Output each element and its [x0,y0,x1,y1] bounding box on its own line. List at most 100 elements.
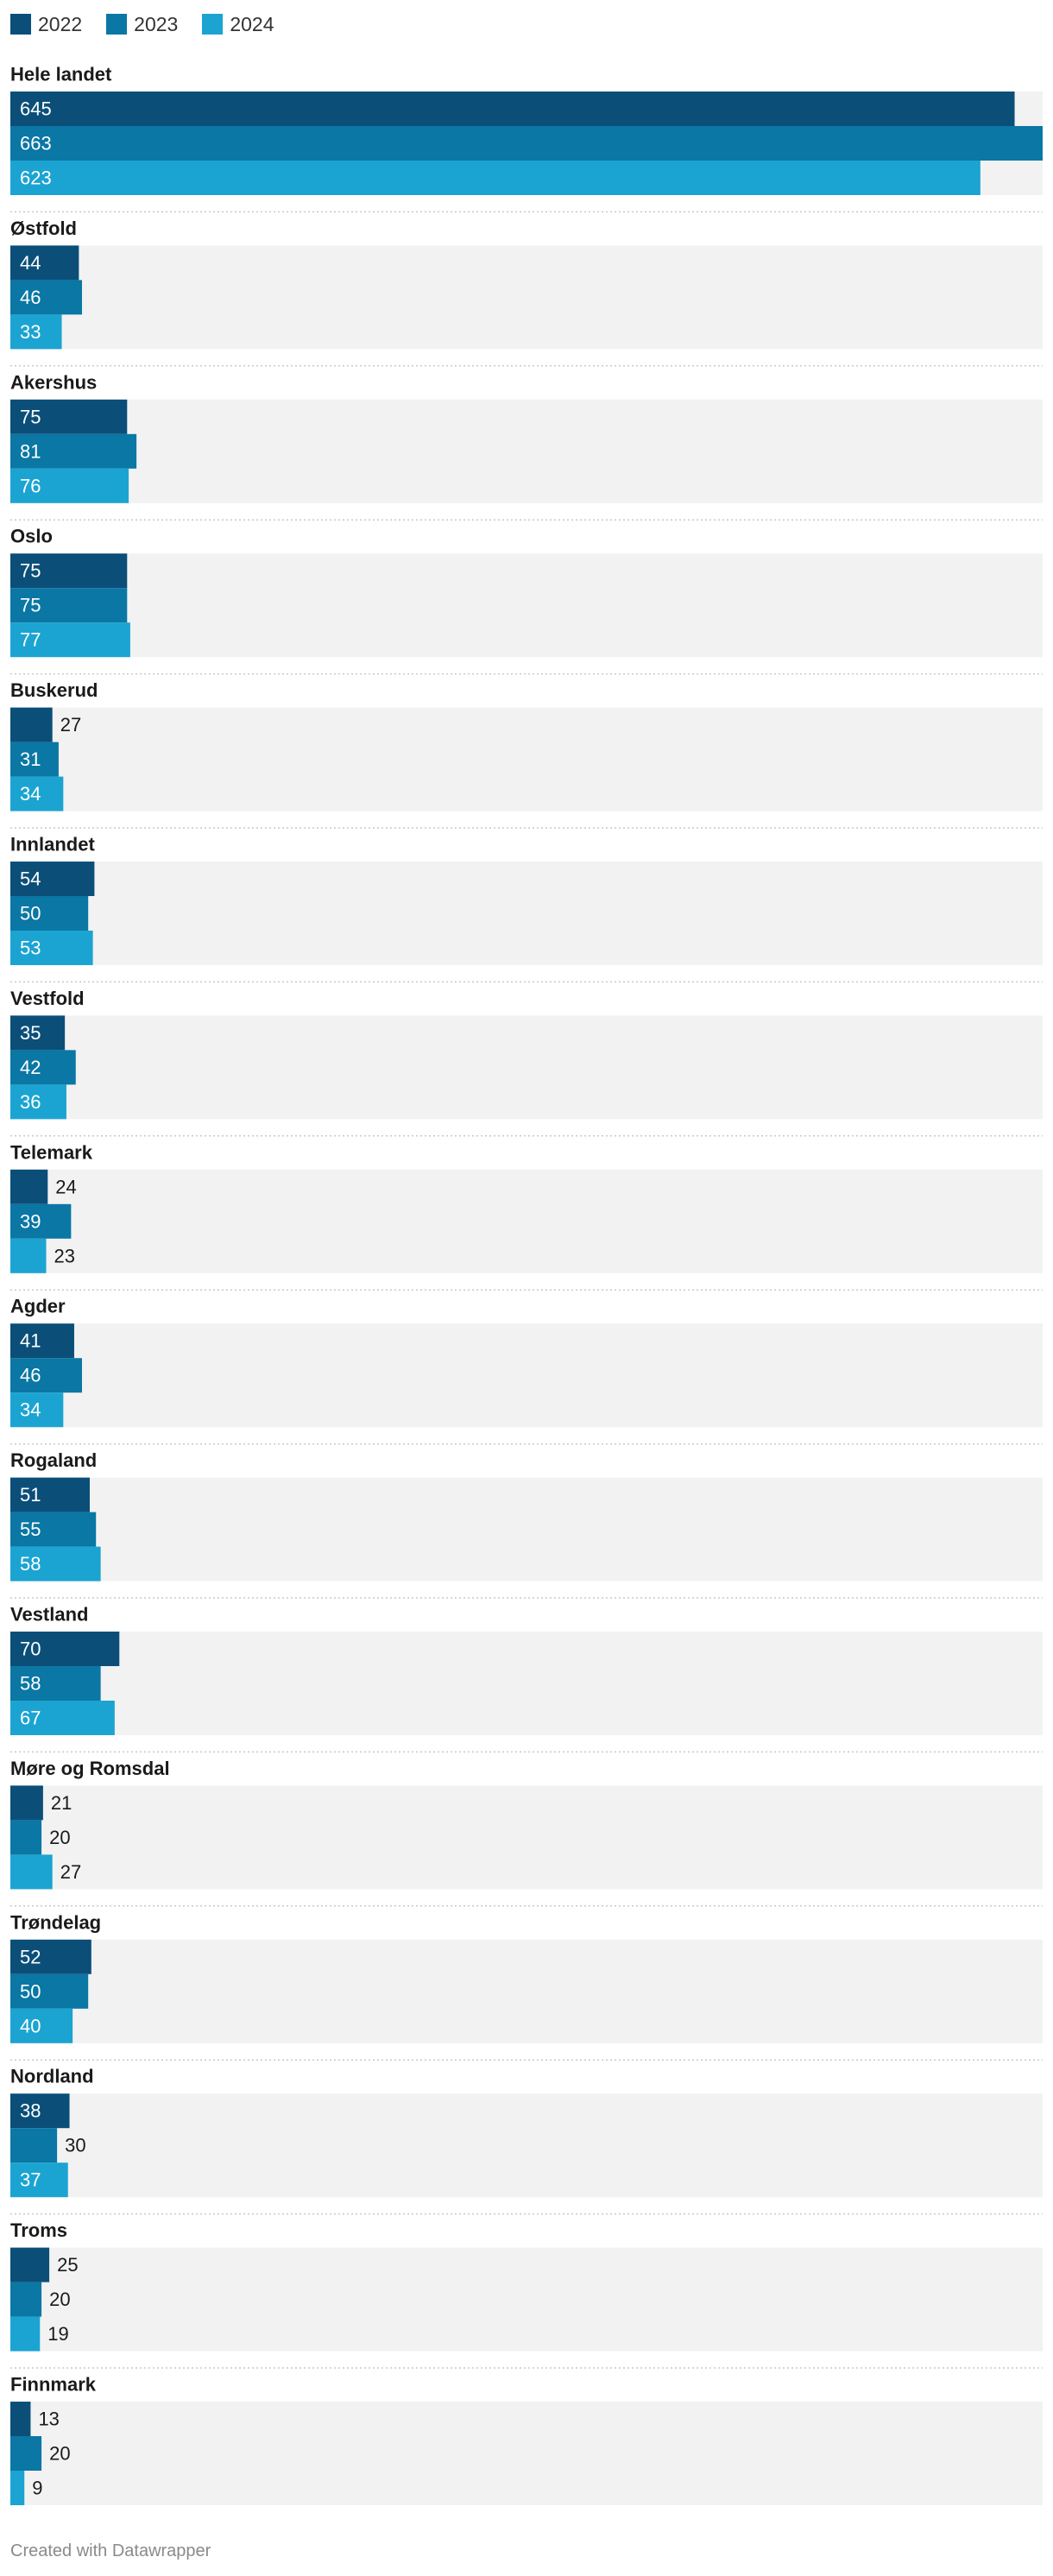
legend-label-2023: 2023 [134,12,179,35]
legend-item-2024: 2024 [202,13,274,36]
group-title-finnmark: Finnmark [10,2374,97,2396]
bar-value-label: 67 [20,1708,41,1729]
bar-value-label: 33 [20,321,41,343]
bar-østfold-2024 [10,314,62,350]
legend-swatch-2024 [202,14,224,35]
bar-value-label: 76 [20,475,41,496]
bar-troms-2024 [10,2316,41,2352]
bar-value-label: 58 [20,1673,41,1695]
bar-finnmark-2023 [10,2436,42,2471]
bar-hele-landet-2022 [10,92,1015,126]
group-background-trøndelag [10,1939,1043,2043]
bar-agder-2023 [10,1358,82,1393]
bar-value-label: 81 [20,440,41,462]
bar-value-label: 75 [20,406,41,427]
bar-value-label: 53 [20,938,41,959]
bar-vestfold-2023 [10,1050,76,1085]
bar-trøndelag-2024 [10,2008,73,2043]
bar-telemark-2022 [10,1169,48,1204]
bar-oslo-2022 [10,553,128,589]
bar-telemark-2023 [10,1203,72,1239]
group-title-vestland: Vestland [10,1604,88,1626]
group-title-telemark: Telemark [10,1141,93,1163]
group-title-oslo: Oslo [10,526,53,547]
bar-vestland-2023 [10,1666,101,1701]
group-title-østfold: Østfold [10,218,77,239]
bar-value-label: 70 [20,1638,41,1660]
legend-item-2023: 2023 [106,13,178,36]
bar-troms-2022 [10,2247,50,2282]
bar-value-label: 37 [20,2169,41,2191]
legend-item-2022: 2022 [10,13,82,36]
bar-akershus-2023 [10,433,137,469]
bar-value-label: 27 [60,714,81,736]
bar-finnmark-2024 [10,2471,25,2505]
group-title-akershus: Akershus [10,371,97,393]
bar-value-label: 24 [55,1176,76,1197]
bar-trøndelag-2023 [10,1973,89,2009]
group-background-agder [10,1323,1043,1428]
bar-value-label: 75 [20,595,41,616]
group-background-vestfold [10,1015,1043,1120]
bar-rogaland-2023 [10,1512,97,1547]
group-title-trøndelag: Trøndelag [10,1911,101,1933]
bar-value-label: 35 [20,1022,41,1044]
bar-akershus-2024 [10,468,129,503]
bar-value-label: 27 [60,1861,81,1883]
bar-value-label: 40 [20,2015,41,2036]
bar-buskerud-2023 [10,742,59,777]
bar-value-label: 13 [38,2409,59,2430]
footer-credit: Created with Datawrapper [10,2541,211,2560]
bar-trøndelag-2022 [10,1939,91,1974]
bar-value-label: 77 [20,629,41,651]
bar-innlandet-2024 [10,931,93,965]
bar-innlandet-2022 [10,862,95,896]
bar-vestland-2024 [10,1701,115,1735]
group-title-innlandet: Innlandet [10,834,95,856]
bar-value-label: 663 [20,133,52,155]
bar-value-label: 21 [51,1792,72,1814]
legend-swatch-2023 [106,14,128,35]
bar-value-label: 623 [20,167,52,189]
bar-value-label: 41 [20,1330,41,1352]
bar-value-label: 9 [32,2478,42,2499]
legend-label-2024: 2024 [230,12,274,35]
group-background-innlandet [10,862,1043,965]
bar-troms-2023 [10,2282,42,2317]
group-title-buskerud: Buskerud [10,679,98,701]
group-title-rogaland: Rogaland [10,1449,97,1471]
bar-value-label: 46 [20,1365,41,1386]
bar-vestfold-2022 [10,1015,66,1051]
bar-rogaland-2024 [10,1546,101,1582]
bar-value-label: 46 [20,287,41,308]
bar-value-label: 645 [20,98,52,120]
bar-nordland-2022 [10,2093,70,2129]
group-background-finnmark [10,2402,1043,2505]
bar-value-label: 58 [20,1553,41,1575]
bar-value-label: 44 [20,252,41,274]
bar-value-label: 20 [49,2443,70,2465]
bar-innlandet-2023 [10,896,89,931]
bar-value-label: 50 [20,1980,41,2002]
bar-value-label: 51 [20,1484,41,1506]
bar-telemark-2024 [10,1238,47,1273]
legend-label-2022: 2022 [38,12,83,35]
bar-value-label: 42 [20,1057,41,1078]
bar-hele-landet-2024 [10,161,980,195]
group-background-oslo [10,553,1043,658]
group-background-vestland [10,1632,1043,1735]
bar-østfold-2023 [10,280,82,315]
bar-value-label: 31 [20,748,41,770]
bar-møre-og-romsdal-2023 [10,1820,42,1855]
group-background-rogaland [10,1477,1043,1582]
bar-value-label: 23 [54,1245,74,1266]
bar-rogaland-2022 [10,1477,90,1512]
bar-value-label: 30 [65,2135,85,2156]
bar-value-label: 50 [20,903,41,925]
bar-value-label: 19 [47,2323,68,2345]
group-title-møre-og-romsdal: Møre og Romsdal [10,1758,170,1779]
group-background-møre-og-romsdal [10,1785,1043,1890]
bar-oslo-2023 [10,588,128,623]
bar-value-label: 52 [20,1946,41,1967]
group-background-buskerud [10,707,1043,811]
